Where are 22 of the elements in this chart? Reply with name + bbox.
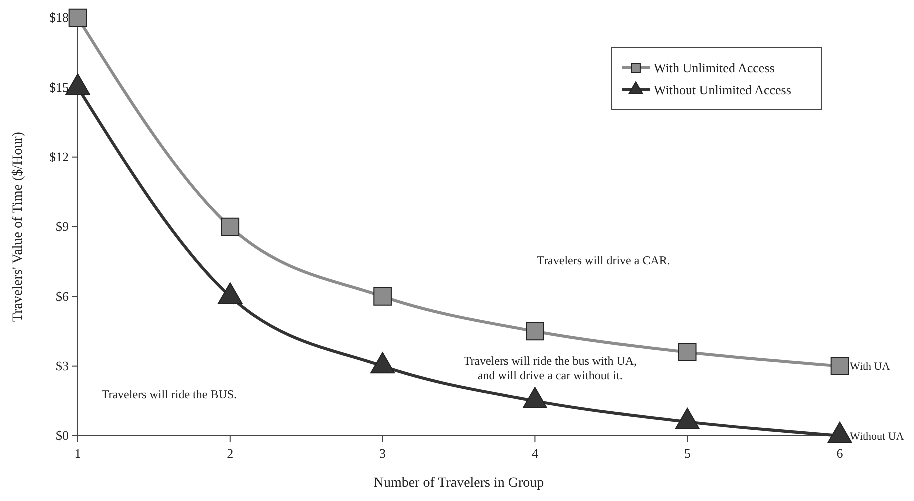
y-tick-label: $15 (50, 80, 69, 95)
y-axis-title: Travelers' Value of Time ($/Hour) (11, 132, 26, 322)
x-tick-label: 6 (836, 446, 844, 461)
annotation: Without UA (850, 430, 904, 443)
y-tick-label: $12 (50, 149, 69, 164)
legend-label: Without Unlimited Access (654, 82, 792, 98)
annotation: Travelers will ride the BUS. (102, 387, 238, 402)
y-tick-label: $0 (56, 428, 69, 444)
x-axis-title: Number of Travelers in Group (374, 476, 544, 491)
legend-label: With Unlimited Access (654, 60, 775, 76)
y-tick-label: $6 (56, 288, 70, 304)
y-tick-label: $3 (56, 358, 69, 374)
annotation: With UA (850, 361, 890, 374)
y-tick-label: $9 (56, 219, 69, 234)
x-tick-label: 5 (684, 446, 691, 461)
x-tick-label: 1 (74, 446, 82, 461)
x-tick-label: 3 (380, 446, 386, 461)
x-tick-label: 4 (532, 446, 539, 461)
x-tick-label: 2 (227, 446, 234, 461)
y-tick-label: $18 (50, 10, 69, 26)
annotation: Travelers will ride the bus with UA, and will drive a car without it. (464, 354, 638, 382)
annotation: Travelers will drive a CAR. (537, 254, 670, 268)
